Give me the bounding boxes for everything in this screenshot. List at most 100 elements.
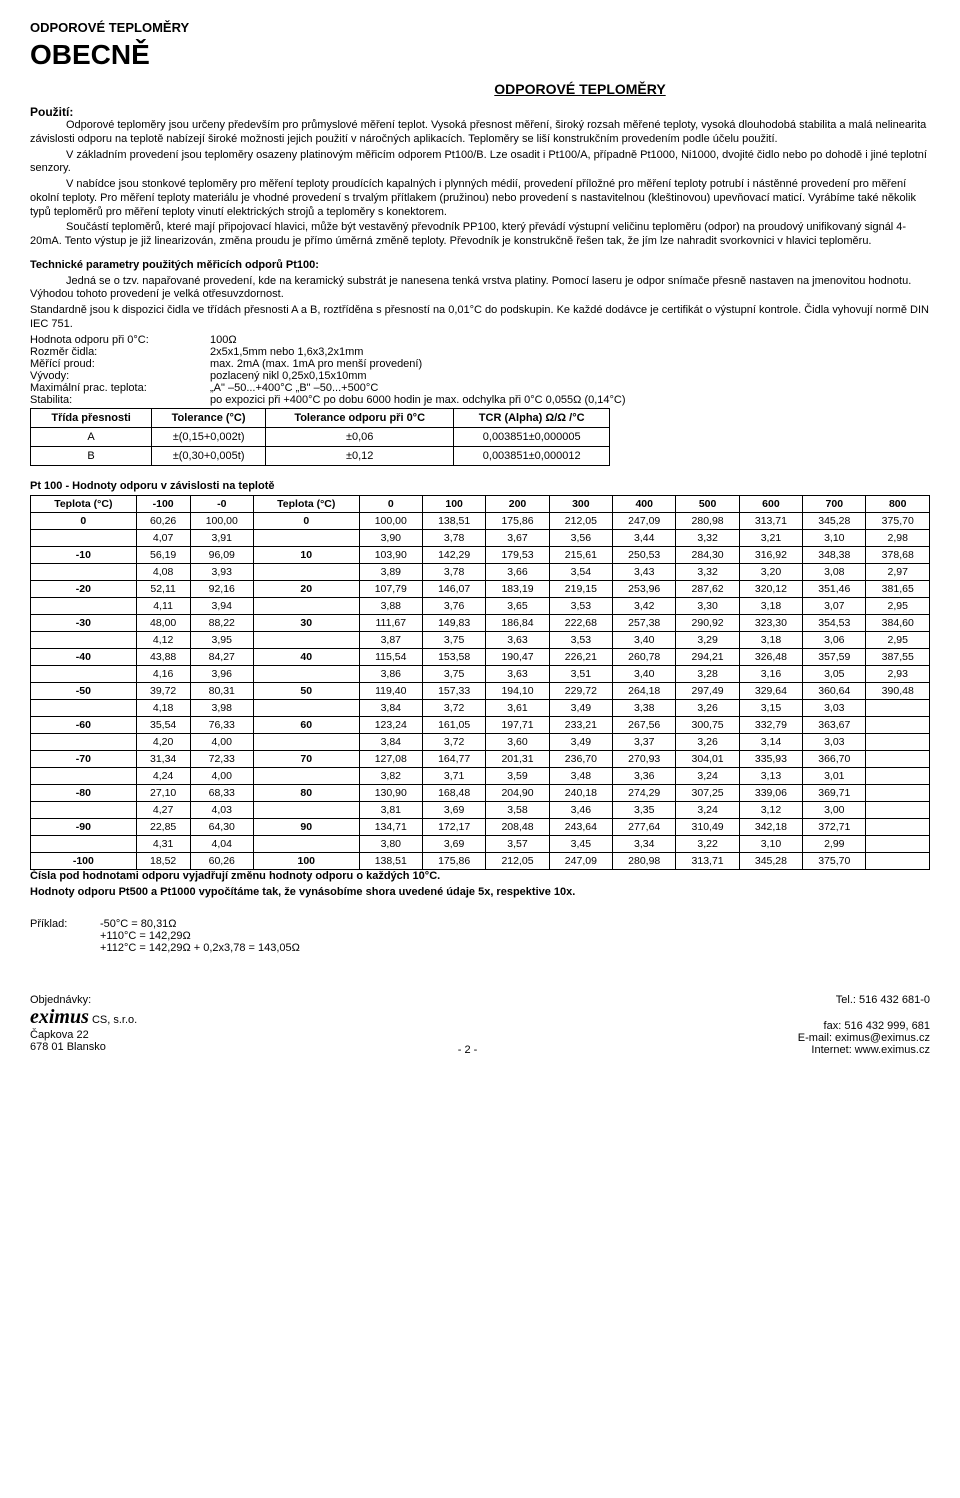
footer-orders-label: Objednávky: [30,994,137,1006]
param-row: Maximální prac. teplota:„A" –50...+400°C… [30,382,930,394]
table-cell: 3,18 [739,632,802,649]
table-cell: 3,58 [486,802,549,819]
table-cell: 3,61 [486,700,549,717]
example-line: -50°C = 80,31Ω [100,918,300,930]
table-cell: 297,49 [676,683,739,700]
table-cell: 4,27 [136,802,190,819]
para1: Odporové teploměry jsou určeny především… [30,119,930,147]
table-cell: 384,60 [866,615,930,632]
table-cell: 60 [253,717,359,734]
table-cell: 3,35 [613,802,676,819]
main-title: OBECNĚ [30,39,930,71]
table-cell: -40 [31,649,137,666]
note2: Hodnoty odporu Pt500 a Pt1000 vypočítáme… [30,886,930,900]
table-row: -10018,5260,26100138,51175,86212,05247,0… [31,853,930,870]
table-cell: 115,54 [359,649,422,666]
table-cell: 194,10 [486,683,549,700]
param-label: Vývody: [30,370,210,382]
table-cell: 190,47 [486,649,549,666]
table-cell: 3,82 [359,768,422,785]
table-header: -100 [136,496,190,513]
table-cell: 348,38 [803,547,866,564]
param-value: „A" –50...+400°C „B" –50...+500°C [210,382,378,394]
table-cell: 233,21 [549,717,612,734]
table-cell: 260,78 [613,649,676,666]
table-cell: 304,01 [676,751,739,768]
table-cell: 280,98 [613,853,676,870]
table-cell [253,598,359,615]
table-cell: 76,33 [190,717,253,734]
table-row: 4,083,933,893,783,663,543,433,323,203,08… [31,564,930,581]
table-cell: 3,48 [549,768,612,785]
table-cell: 3,10 [739,836,802,853]
table-cell: 172,17 [422,819,485,836]
table-header: 400 [613,496,676,513]
table-cell: 3,80 [359,836,422,853]
table-cell: 3,40 [613,666,676,683]
table-cell: 3,24 [676,768,739,785]
table-cell: 186,84 [486,615,549,632]
table-cell: -20 [31,581,137,598]
table-cell: 3,21 [739,530,802,547]
table-cell: 284,30 [676,547,739,564]
table-header: -0 [190,496,253,513]
table-row: 4,123,953,873,753,633,533,403,293,183,06… [31,632,930,649]
table-cell: 247,09 [613,513,676,530]
table-cell: 127,08 [359,751,422,768]
table-row: -9022,8564,3090134,71172,17208,48243,642… [31,819,930,836]
table-cell: 375,70 [866,513,930,530]
table-cell: 310,49 [676,819,739,836]
table-cell: 219,15 [549,581,612,598]
footer-email: E-mail: eximus@eximus.cz [798,1032,930,1044]
table-cell: 52,11 [136,581,190,598]
table-cell: 2,93 [866,666,930,683]
table-header: Teplota (°C) [253,496,359,513]
table-cell: 100,00 [359,513,422,530]
table-cell: 201,31 [486,751,549,768]
table-cell [866,836,930,853]
table-cell [31,530,137,547]
table-cell: 179,53 [486,547,549,564]
table-cell: 3,16 [739,666,802,683]
table-cell: 3,32 [676,530,739,547]
table-cell: 22,85 [136,819,190,836]
table-cell: 3,15 [739,700,802,717]
table-cell: 4,24 [136,768,190,785]
table-header: 500 [676,496,739,513]
table-cell: 274,29 [613,785,676,802]
table-cell: 229,72 [549,683,612,700]
table-cell: B [31,446,152,465]
table-cell: 3,29 [676,632,739,649]
table-cell: 270,93 [613,751,676,768]
table-cell: 3,05 [803,666,866,683]
table-cell: 3,87 [359,632,422,649]
table-cell: 0,003851±0,000005 [454,427,610,446]
table-cell: 39,72 [136,683,190,700]
table-cell: 390,48 [866,683,930,700]
table-cell: 3,71 [422,768,485,785]
table-cell: 3,03 [803,734,866,751]
table-cell: 387,55 [866,649,930,666]
centered-title: ODPOROVÉ TEPLOMĚRY [230,81,930,97]
table-cell: ±(0,15+0,002t) [152,427,266,446]
pt100-table: Teplota (°C)-100-0Teplota (°C)0100200300… [30,495,930,870]
table-cell [31,632,137,649]
table-cell: 2,97 [866,564,930,581]
table-cell [253,530,359,547]
table-cell: -90 [31,819,137,836]
table-cell: 0 [253,513,359,530]
table-cell: -70 [31,751,137,768]
table-cell: 20 [253,581,359,598]
table-cell: 31,34 [136,751,190,768]
footer-internet: Internet: www.eximus.cz [798,1044,930,1056]
table-cell [31,700,137,717]
table-cell [31,802,137,819]
table-cell: 247,09 [549,853,612,870]
table-cell: 3,65 [486,598,549,615]
table-cell: 100 [253,853,359,870]
table-cell: 3,49 [549,700,612,717]
table-cell: 4,11 [136,598,190,615]
table-cell [866,819,930,836]
table-cell: 3,75 [422,666,485,683]
table-cell: 264,18 [613,683,676,700]
